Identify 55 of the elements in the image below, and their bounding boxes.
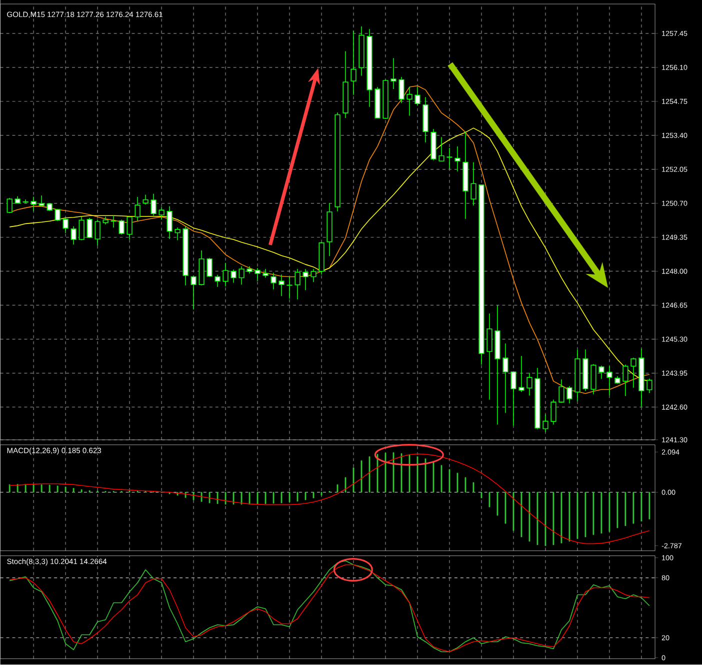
candlestick <box>286 276 292 300</box>
candlestick <box>598 365 604 380</box>
candlestick <box>350 30 356 96</box>
candlestick <box>150 194 156 216</box>
candlestick <box>30 196 36 212</box>
candlestick <box>230 269 236 284</box>
candlestick <box>38 195 44 208</box>
candlestick <box>406 86 412 116</box>
candlestick <box>166 206 172 240</box>
candlestick <box>518 356 524 393</box>
candlestick <box>606 366 612 396</box>
candlestick <box>510 372 516 426</box>
candlestick <box>438 136 444 162</box>
candlestick <box>558 379 564 404</box>
candlestick <box>414 86 420 106</box>
candlestick <box>174 227 180 241</box>
candlestick <box>302 268 308 291</box>
candlestick <box>222 262 228 287</box>
candlestick <box>310 268 316 283</box>
candlestick <box>630 358 636 388</box>
candlestick <box>54 208 60 222</box>
candlestick <box>94 219 100 246</box>
candlestick <box>646 378 652 394</box>
candlestick <box>446 148 452 170</box>
candlestick <box>398 76 404 104</box>
candlestick <box>622 364 628 397</box>
candlestick <box>22 199 28 204</box>
candlestick <box>454 146 460 172</box>
candlestick <box>214 274 220 288</box>
candlestick <box>486 313 492 400</box>
candlestick <box>126 216 132 240</box>
candlestick <box>142 194 148 206</box>
candlestick <box>158 206 164 220</box>
candlestick <box>238 266 244 286</box>
candlestick <box>190 275 196 310</box>
candlestick <box>294 268 300 300</box>
candlestick <box>550 399 556 426</box>
candlestick <box>470 162 476 206</box>
candlestick <box>206 258 212 278</box>
candlestick <box>270 272 276 290</box>
candlestick <box>134 196 140 222</box>
candlestick <box>278 274 284 297</box>
candlestick <box>70 226 76 246</box>
candlestick <box>110 215 116 228</box>
candlestick <box>78 216 84 241</box>
candlestick <box>566 386 572 404</box>
candlestick <box>118 219 124 236</box>
candlestick <box>6 198 12 214</box>
candlestick <box>254 268 260 282</box>
candlestick <box>390 58 396 90</box>
candlestick <box>542 414 548 433</box>
candlestick <box>502 343 508 414</box>
candlestick <box>86 218 92 239</box>
candlestick <box>526 372 532 396</box>
candlestick <box>62 218 68 234</box>
